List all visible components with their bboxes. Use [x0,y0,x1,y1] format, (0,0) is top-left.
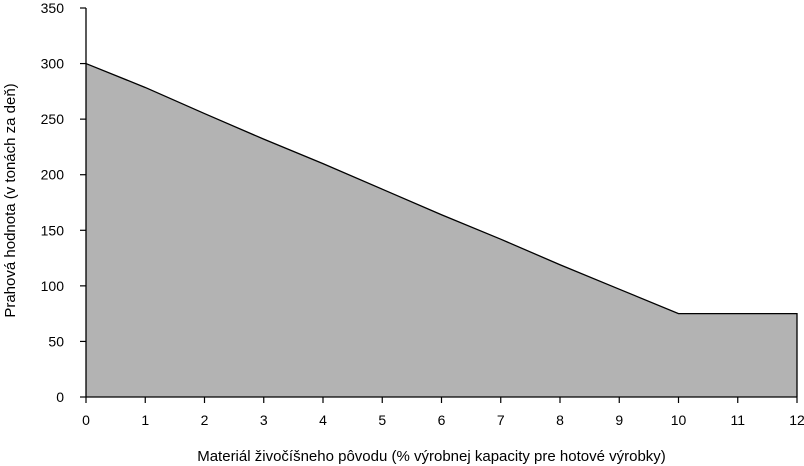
x-tick-label: 4 [319,412,327,428]
x-tick-label: 1 [141,412,149,428]
x-tick-label: 2 [201,412,209,428]
y-tick-label: 200 [41,167,65,183]
x-tick-label: 7 [497,412,505,428]
y-tick-label: 50 [48,333,64,349]
y-tick-label: 300 [41,56,65,72]
x-tick-label: 5 [378,412,386,428]
x-tick-label: 12 [789,412,804,428]
y-axis-title: Prahová hodnota (v tonách za deň) [2,83,19,317]
x-tick-label: 6 [438,412,446,428]
x-tick-label: 8 [556,412,564,428]
y-tick-label: 0 [56,389,64,405]
y-tick-label: 150 [41,222,65,238]
area-fill-series-0 [86,63,797,397]
y-tick-label: 350 [41,0,65,16]
x-tick-label: 3 [260,412,268,428]
area-line-series-0 [85,62,798,397]
x-tick-label: 11 [730,412,745,428]
x-tick-label: 9 [615,412,623,428]
y-tick-label: 250 [41,111,65,127]
x-tick-label: 0 [82,412,90,428]
y-tick-label: 100 [41,278,65,294]
x-axis-title: Materiál živočíšneho pôvodu (% výrobnej … [197,448,666,465]
x-tick-label: 10 [671,412,687,428]
